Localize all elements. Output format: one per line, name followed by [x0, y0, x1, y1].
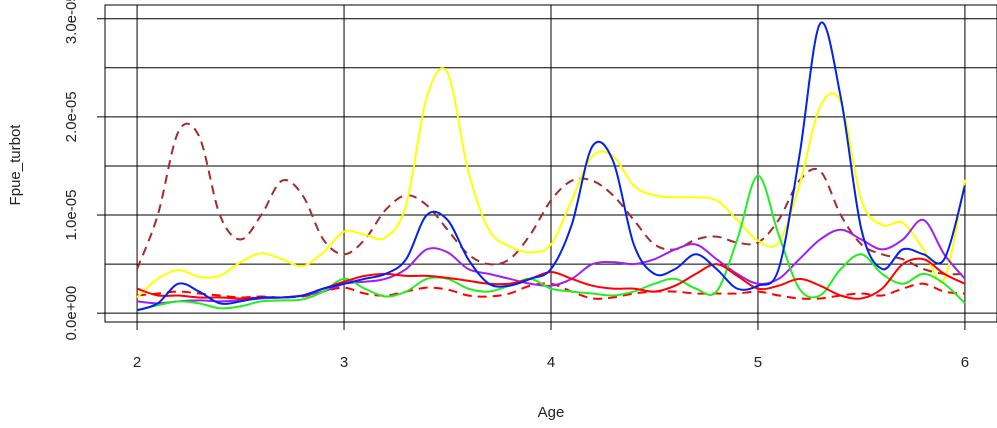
x-tick-label: 2 — [133, 354, 141, 371]
series-line — [136, 174, 966, 312]
x-tick-label: 4 — [547, 354, 555, 371]
y-axis-title: Fpue_turbot — [7, 124, 24, 206]
x-axis-title: Age — [538, 404, 565, 421]
y-tick-label: 1.0e-05 — [63, 190, 80, 241]
series-line — [136, 21, 966, 312]
y-tick-label: 2.0e-05 — [63, 91, 80, 142]
y-tick-label: 0.0e+00 — [63, 286, 80, 341]
series-line — [136, 67, 966, 299]
x-tick-label: 5 — [754, 354, 762, 371]
x-tick-label: 6 — [961, 354, 969, 371]
series-line — [136, 122, 965, 276]
y-tick-label: 3.0e-05 — [63, 0, 80, 44]
x-tick-label: 3 — [340, 354, 348, 371]
